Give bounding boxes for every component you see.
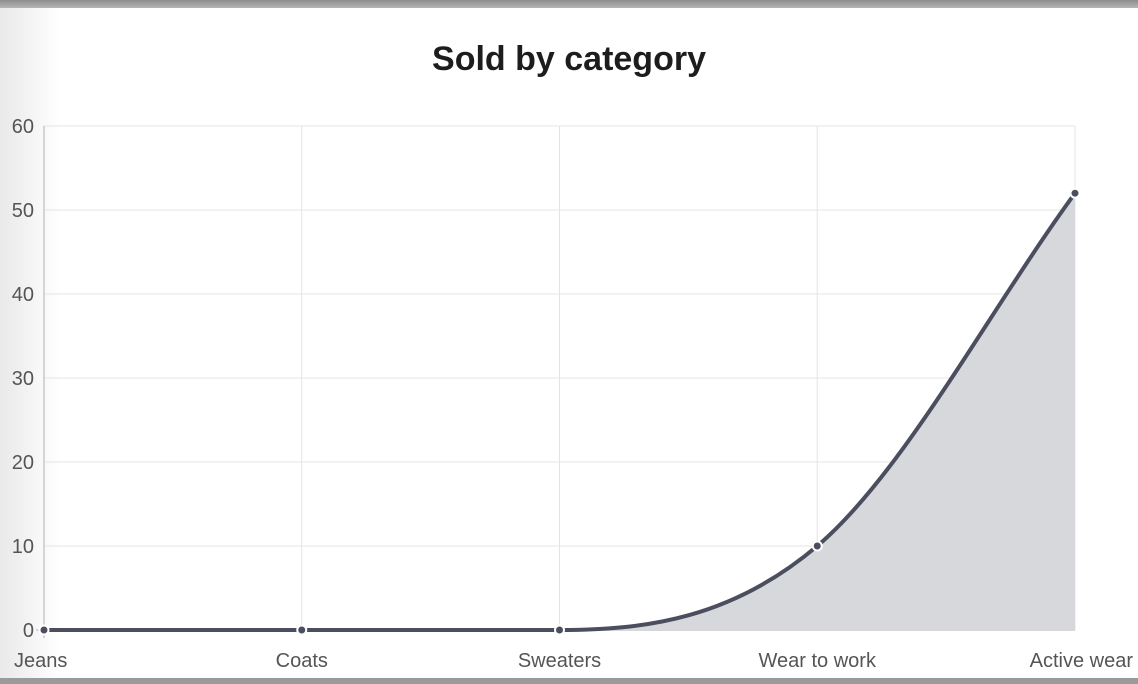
top-border-strip (0, 0, 1138, 8)
data-point-3[interactable] (811, 540, 823, 552)
x-tick-label-1: Coats (276, 650, 328, 672)
y-tick-label-4: 40 (12, 284, 34, 306)
y-tick-label-0: 0 (23, 620, 34, 642)
y-tick-label-1: 10 (12, 536, 34, 558)
y-axis-ticks: 0 10 20 30 40 50 60 (12, 116, 34, 642)
y-tick-label-2: 20 (12, 452, 34, 474)
series-area-fill (44, 193, 1075, 630)
left-edge-shadow (0, 8, 60, 684)
x-tick-label-2: Sweaters (518, 650, 601, 672)
bottom-border-strip (0, 678, 1138, 684)
chart-points (38, 187, 1081, 636)
chart-title: Sold by category (432, 40, 706, 78)
data-point-2[interactable] (554, 624, 565, 636)
series-line (42, 191, 1077, 633)
data-point-0[interactable] (38, 624, 50, 636)
y-tick-label-6: 60 (12, 116, 34, 138)
y-tick-label-5: 50 (12, 200, 34, 222)
data-point-4[interactable] (1069, 187, 1081, 199)
data-point-1[interactable] (296, 624, 308, 636)
x-axis-ticks: Jeans Coats Sweaters Wear to work Active wea… (14, 650, 1133, 672)
x-tick-label-3: Wear to work (759, 650, 877, 672)
chart-area-layer (42, 191, 1077, 633)
x-tick-label-4: Active wear (1030, 650, 1134, 672)
x-tick-label-0: Jeans (14, 650, 67, 672)
y-tick-label-3: 30 (12, 368, 34, 390)
